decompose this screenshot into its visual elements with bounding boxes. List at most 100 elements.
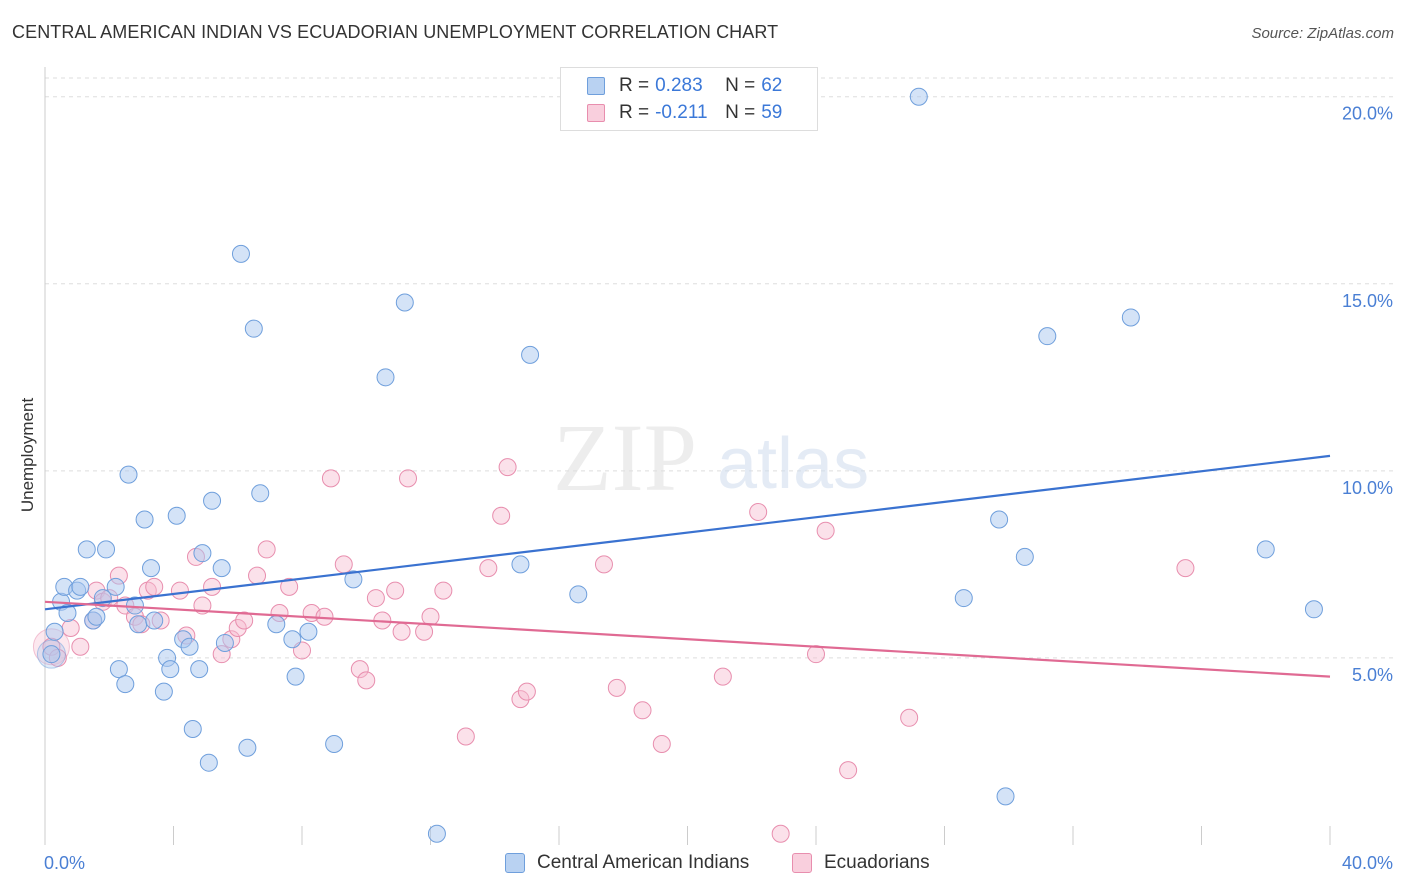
ecuadorians-point [607, 678, 626, 697]
legend-item-central-american-indians: Central American Indians [505, 852, 749, 874]
ecuadorians-point [434, 581, 453, 600]
ecuadorians-point [228, 618, 247, 637]
ecuadorians-point [61, 618, 80, 637]
y-tick-label: 10.0% [1342, 478, 1393, 498]
central-american-indians-point [238, 738, 257, 757]
central-american-indians-point [511, 555, 530, 574]
central-american-indians-point [344, 570, 363, 589]
central-american-indians-point [183, 720, 202, 739]
ecuadorians-point [839, 761, 858, 780]
central-american-indians-point [376, 368, 395, 387]
central-american-indians-point [212, 559, 231, 578]
central-american-indians-point [1256, 540, 1275, 559]
central-american-indians-point [106, 577, 125, 596]
legend-r-label: R = [619, 75, 650, 96]
central-american-indians-point [231, 244, 250, 263]
legend-r-label: R = [619, 102, 650, 123]
central-american-indians-point [909, 87, 928, 106]
ecuadorians-point [498, 458, 517, 477]
ecuadorians-point [633, 701, 652, 720]
x-tick-label: 40.0% [1342, 853, 1393, 873]
central-american-indians-point [167, 506, 186, 525]
central-american-indians-trend-line [44, 454, 1331, 611]
central-american-indians-point [954, 589, 973, 608]
central-american-indians-point [116, 675, 135, 694]
ecuadorians-point [807, 645, 825, 664]
legend-r-value: 0.283 [655, 75, 703, 96]
central-american-indians-point [154, 682, 173, 701]
central-american-indians-point [161, 660, 180, 679]
central-american-indians-point [45, 622, 64, 641]
central-american-indians-point [180, 637, 199, 656]
central-american-indians-point [129, 615, 148, 634]
legend-swatch-blue [587, 77, 605, 95]
central-american-indians-point [1038, 327, 1057, 346]
central-american-indians-point [97, 540, 116, 559]
ecuadorians-point [334, 555, 353, 574]
central-american-indians-point [299, 622, 318, 641]
y-tick-label: 20.0% [1342, 104, 1393, 124]
central-american-indians-point [199, 753, 218, 772]
ecuadorians-point [749, 503, 768, 522]
x-tick-label: 0.0% [44, 853, 85, 873]
central-american-indians-point [42, 645, 61, 664]
y-tick-label: 15.0% [1342, 291, 1393, 311]
ecuadorians-point [170, 581, 189, 600]
central-american-indians-point [58, 604, 77, 623]
legend-item-ecuadorians: Ecuadorians [792, 852, 930, 874]
central-american-indians-point [395, 293, 414, 312]
ecuadorians-point [366, 589, 385, 608]
ecuadorians-point [511, 690, 530, 709]
legend-label: Ecuadorians [824, 852, 930, 873]
ecuadorians-point [713, 667, 732, 686]
ecuadorians-point [145, 577, 164, 596]
ecuadorians-point [456, 727, 475, 746]
trend-lines [44, 454, 1331, 678]
legend-r-value: -0.211 [655, 102, 708, 123]
source-label: Source: ZipAtlas.com [1251, 25, 1394, 42]
ecuadorians-point [235, 611, 254, 630]
tick-labels: 5.0% 10.0% 15.0% 20.0% 0.0% 40.0% [44, 104, 1393, 873]
watermark-zip: ZIP [553, 404, 697, 511]
legend-n-label: N = [725, 75, 756, 96]
stats-legend: R = 0.283 N = 62 R = -0.211 N = 59 [560, 67, 818, 131]
central-american-indians-point [267, 615, 286, 634]
ecuadorians-point [479, 559, 498, 578]
ecuadorians-point [816, 521, 835, 540]
ecuadorians-point [321, 469, 340, 488]
series-central-american-indians-points [36, 87, 1323, 843]
central-american-indians-point [569, 585, 588, 604]
ecuadorians-point [594, 555, 613, 574]
central-american-indians-point [1121, 308, 1140, 327]
ecuadorians-point [357, 671, 376, 690]
central-american-indians-point [244, 319, 263, 338]
ecuadorians-point [415, 622, 434, 641]
ecuadorians-point [771, 824, 790, 843]
y-tick-label: 5.0% [1352, 665, 1393, 685]
ecuadorians-point [280, 577, 299, 596]
watermark-atlas: atlas [717, 424, 869, 504]
central-american-indians-point [193, 544, 212, 563]
legend-n-value: 62 [761, 75, 783, 96]
series-legend: Central American Indians Ecuadorians [0, 852, 1406, 878]
ecuadorians-point [492, 506, 511, 525]
central-american-indians-point [286, 667, 305, 686]
ecuadorians-point [248, 566, 267, 585]
central-american-indians-point [135, 510, 154, 529]
ecuadorians-trend-line [44, 600, 1331, 678]
central-american-indians-point [119, 465, 138, 484]
ecuadorians-point [350, 660, 369, 679]
central-american-indians-point [325, 734, 344, 753]
central-american-indians-point [77, 540, 96, 559]
legend-swatch-pink [792, 853, 812, 873]
central-american-indians-point [109, 660, 128, 679]
central-american-indians-point [1015, 547, 1034, 566]
ecuadorians-point [399, 469, 418, 488]
central-american-indians-point [87, 607, 106, 626]
ecuadorians-point [652, 734, 671, 753]
central-american-indians-point [71, 577, 90, 596]
central-american-indians-point [283, 630, 302, 649]
legend-swatch-blue [505, 853, 525, 873]
ecuadorians-point [71, 637, 90, 656]
